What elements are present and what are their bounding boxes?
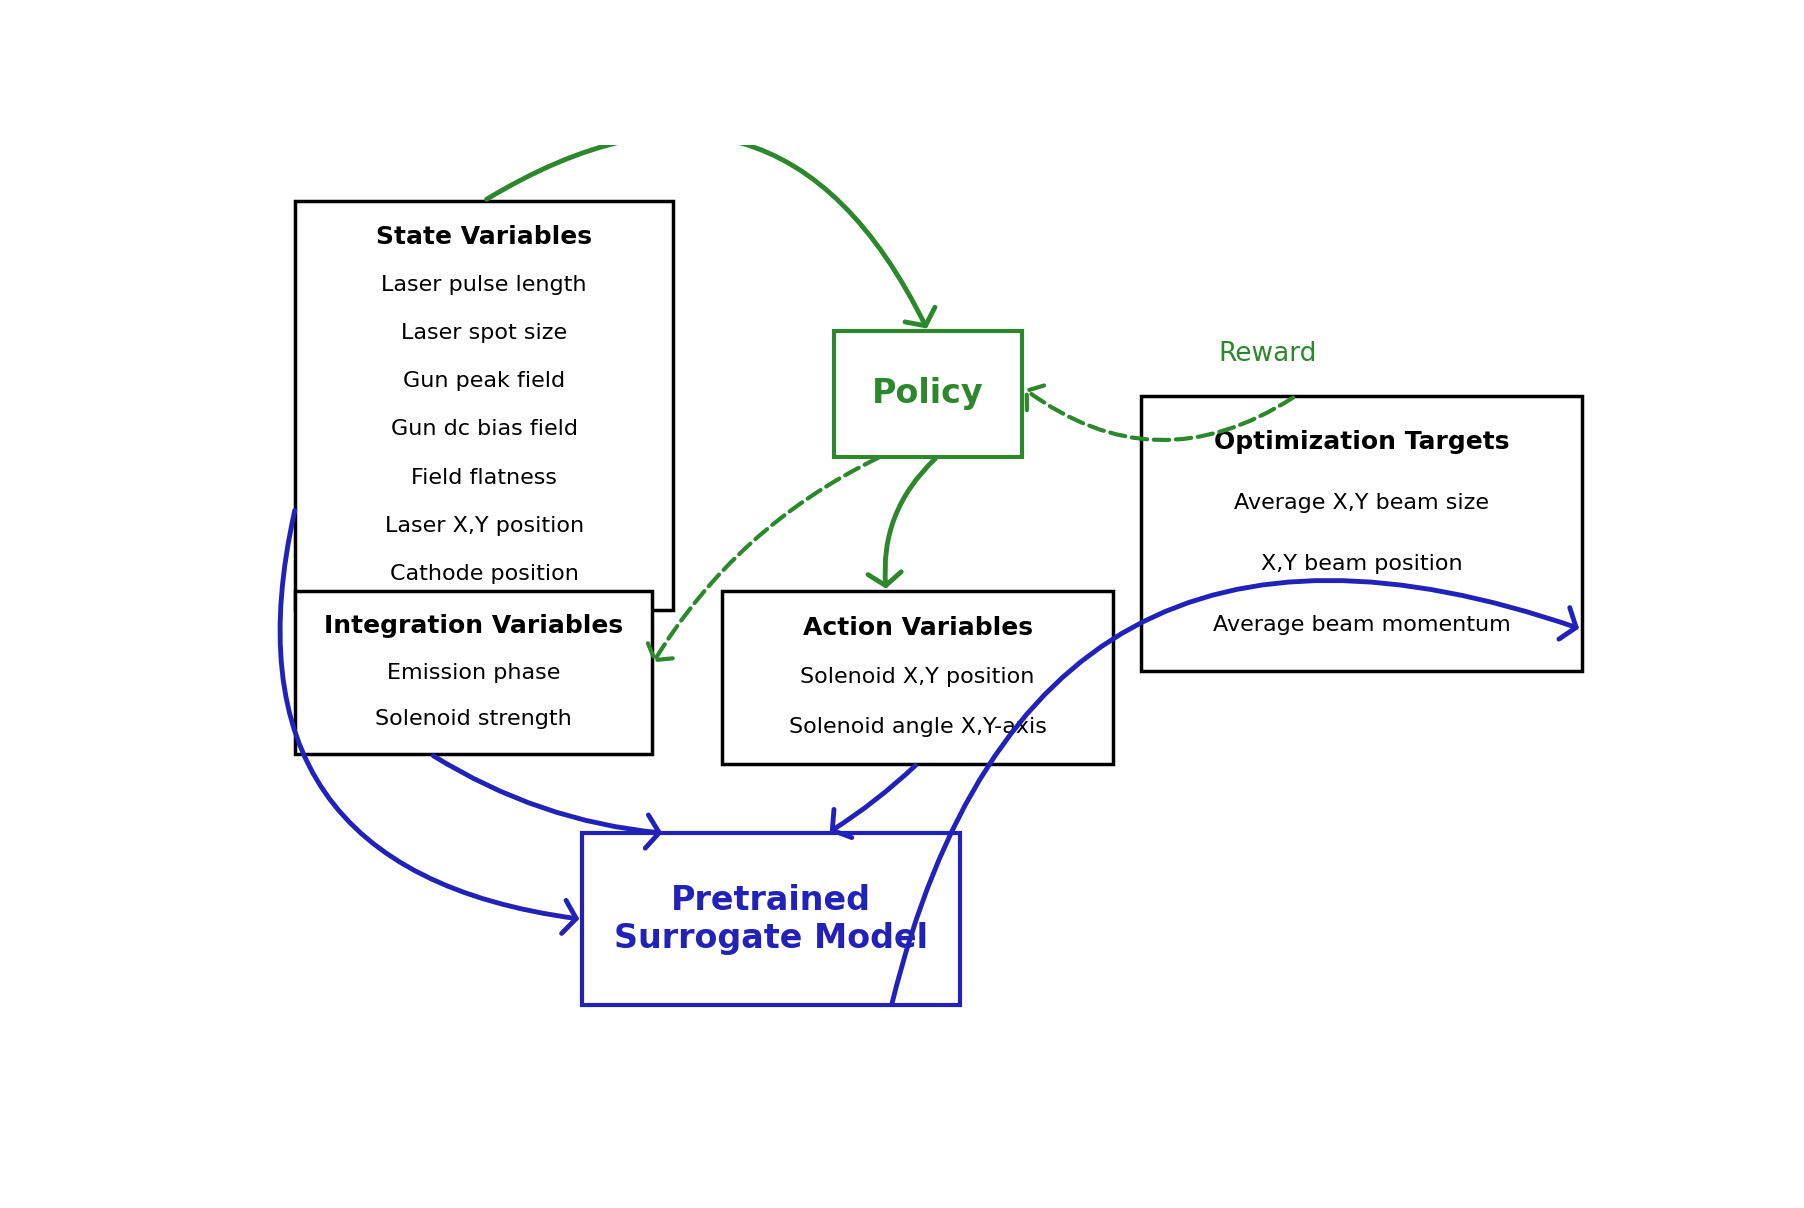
FancyBboxPatch shape — [833, 331, 1023, 457]
FancyBboxPatch shape — [722, 592, 1113, 763]
Text: Optimization Targets: Optimization Targets — [1214, 430, 1510, 454]
Text: Laser X,Y position: Laser X,Y position — [384, 516, 584, 536]
Text: Average beam momentum: Average beam momentum — [1212, 615, 1510, 634]
FancyBboxPatch shape — [296, 201, 673, 610]
FancyArrowPatch shape — [832, 766, 916, 837]
Text: Action Variables: Action Variables — [803, 616, 1032, 640]
FancyArrowPatch shape — [280, 511, 575, 934]
FancyArrowPatch shape — [433, 756, 658, 848]
FancyBboxPatch shape — [296, 592, 651, 754]
Text: Solenoid X,Y position: Solenoid X,Y position — [801, 668, 1035, 687]
Text: Integration Variables: Integration Variables — [325, 615, 622, 638]
Text: Laser pulse length: Laser pulse length — [381, 275, 586, 295]
Text: Field flatness: Field flatness — [411, 467, 557, 488]
Text: Reward: Reward — [1218, 341, 1317, 367]
FancyArrowPatch shape — [648, 458, 879, 660]
Text: Laser spot size: Laser spot size — [400, 324, 566, 343]
Text: Emission phase: Emission phase — [388, 663, 561, 683]
FancyArrowPatch shape — [487, 135, 934, 326]
FancyArrowPatch shape — [868, 459, 936, 586]
Text: Gun peak field: Gun peak field — [402, 371, 565, 391]
Text: X,Y beam position: X,Y beam position — [1261, 553, 1463, 574]
Text: Gun dc bias field: Gun dc bias field — [391, 419, 577, 440]
Text: Cathode position: Cathode position — [390, 564, 579, 583]
FancyArrowPatch shape — [893, 581, 1577, 1003]
FancyArrowPatch shape — [1026, 385, 1293, 440]
Text: Solenoid strength: Solenoid strength — [375, 709, 572, 730]
Text: Solenoid angle X,Y-axis: Solenoid angle X,Y-axis — [788, 716, 1046, 737]
Text: State Variables: State Variables — [377, 225, 592, 249]
FancyBboxPatch shape — [1142, 396, 1582, 670]
Text: Pretrained
Surrogate Model: Pretrained Surrogate Model — [613, 884, 927, 954]
Text: Average X,Y beam size: Average X,Y beam size — [1234, 493, 1488, 513]
Text: Policy: Policy — [871, 377, 983, 411]
FancyBboxPatch shape — [583, 834, 960, 1005]
